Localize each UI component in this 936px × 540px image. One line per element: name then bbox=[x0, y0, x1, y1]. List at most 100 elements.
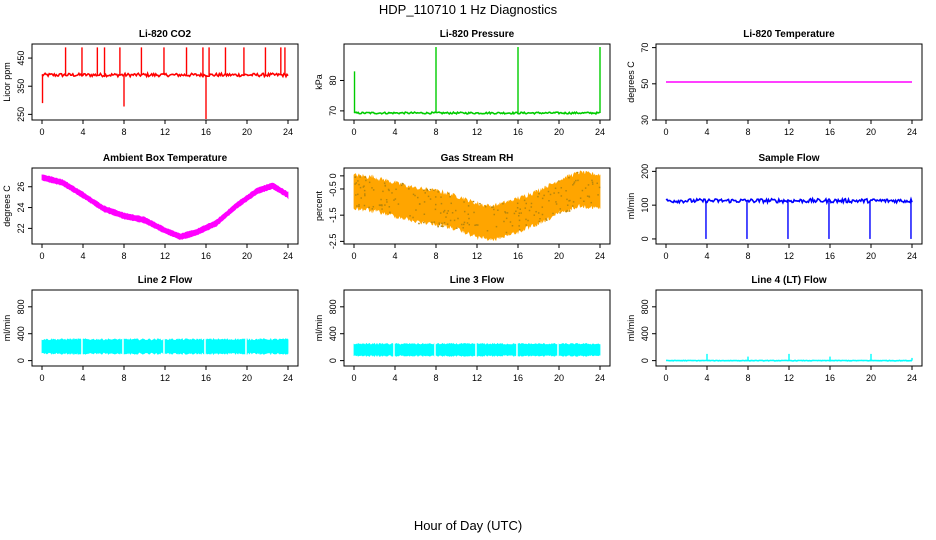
x-tick-label: 12 bbox=[472, 251, 482, 261]
speckle-mark bbox=[378, 204, 381, 206]
x-tick-label: 20 bbox=[554, 127, 564, 137]
speckle-mark bbox=[433, 189, 435, 192]
speckle-mark bbox=[598, 186, 601, 189]
speckle-mark bbox=[358, 205, 360, 208]
y-tick-label: 50 bbox=[640, 79, 650, 89]
speckle-mark bbox=[441, 222, 443, 225]
speckle-mark bbox=[423, 201, 426, 203]
speckle-mark bbox=[446, 212, 448, 215]
x-axis-caption: Hour of Day (UTC) bbox=[413, 518, 523, 533]
speckle-mark bbox=[439, 212, 442, 214]
speckle-mark bbox=[518, 225, 520, 227]
speckle-mark bbox=[525, 218, 527, 221]
y-tick-label: 100 bbox=[640, 198, 650, 213]
speckle-mark bbox=[543, 194, 545, 197]
x-tick-label: 4 bbox=[80, 373, 85, 383]
y-axis-label: ml/min bbox=[2, 315, 12, 342]
speckle-mark bbox=[423, 189, 425, 192]
speckle-mark bbox=[463, 221, 466, 224]
speckle-mark bbox=[597, 194, 599, 196]
x-tick-label: 4 bbox=[80, 127, 85, 137]
speckle-mark bbox=[555, 203, 558, 205]
speckle-mark bbox=[434, 196, 437, 198]
x-tick-label: 16 bbox=[513, 373, 523, 383]
x-tick-label: 4 bbox=[392, 127, 397, 137]
speckle-mark bbox=[451, 212, 454, 214]
speckle-mark bbox=[505, 231, 508, 234]
speckle-mark bbox=[363, 185, 365, 187]
series-group bbox=[353, 47, 601, 116]
speckle-mark bbox=[552, 212, 554, 215]
speckle-mark bbox=[518, 229, 521, 231]
speckle-mark bbox=[440, 225, 443, 227]
speckle-mark bbox=[415, 209, 417, 211]
speckle-mark bbox=[379, 204, 382, 206]
speckle-mark bbox=[440, 202, 443, 205]
series-band bbox=[353, 170, 601, 242]
y-tick-label: 0 bbox=[328, 358, 338, 363]
x-tick-label: 0 bbox=[39, 127, 44, 137]
x-tick-label: 8 bbox=[433, 373, 438, 383]
speckle-mark bbox=[418, 222, 420, 225]
x-tick-label: 12 bbox=[160, 373, 170, 383]
panel-title: Line 3 Flow bbox=[450, 275, 505, 286]
speckle-mark bbox=[548, 199, 550, 202]
speckle-mark bbox=[365, 179, 367, 182]
speckle-mark bbox=[568, 200, 570, 202]
speckle-mark bbox=[434, 208, 437, 211]
speckle-mark bbox=[587, 184, 590, 186]
x-tick-label: 16 bbox=[825, 127, 835, 137]
x-tick-label: 4 bbox=[704, 373, 709, 383]
speckle-mark bbox=[591, 181, 594, 184]
panel-title: Li-820 Temperature bbox=[743, 29, 835, 40]
speckle-mark bbox=[588, 196, 591, 198]
speckle-mark bbox=[591, 179, 593, 182]
speckle-mark bbox=[530, 202, 533, 205]
y-tick-label: 400 bbox=[640, 326, 650, 341]
speckle-mark bbox=[446, 223, 449, 225]
speckle-mark bbox=[525, 224, 527, 226]
speckle-mark bbox=[457, 217, 459, 220]
x-tick-label: 16 bbox=[825, 251, 835, 261]
speckle-mark bbox=[409, 215, 411, 217]
speckle-mark bbox=[474, 224, 476, 227]
speckle-mark bbox=[382, 190, 384, 193]
speckle-mark bbox=[354, 183, 356, 185]
speckle-mark bbox=[569, 199, 571, 202]
speckle-mark bbox=[475, 224, 478, 226]
x-tick-label: 20 bbox=[554, 251, 564, 261]
speckle-mark bbox=[426, 188, 428, 191]
speckle-mark bbox=[438, 222, 440, 224]
y-tick-label: 0 bbox=[640, 358, 650, 363]
speckle-mark bbox=[429, 188, 432, 191]
speckle-mark bbox=[423, 221, 425, 224]
speckle-mark bbox=[445, 216, 447, 218]
x-tick-label: 16 bbox=[513, 251, 523, 261]
speckle-mark bbox=[575, 179, 577, 182]
speckle-mark bbox=[537, 195, 539, 198]
speckle-mark bbox=[559, 208, 562, 210]
speckle-mark bbox=[519, 208, 521, 210]
speckle-mark bbox=[456, 227, 458, 229]
speckle-mark bbox=[541, 197, 544, 200]
speckle-mark bbox=[538, 192, 540, 195]
speckle-mark bbox=[596, 182, 598, 185]
x-tick-label: 12 bbox=[472, 127, 482, 137]
x-tick-label: 0 bbox=[39, 251, 44, 261]
x-tick-label: 20 bbox=[242, 127, 252, 137]
x-tick-label: 4 bbox=[704, 251, 709, 261]
plot-frame bbox=[31, 43, 299, 121]
y-tick-label: -2.5 bbox=[328, 234, 338, 250]
speckle-mark bbox=[424, 192, 426, 194]
speckle-mark bbox=[429, 198, 432, 200]
speckle-mark bbox=[555, 201, 557, 203]
speckle-mark bbox=[355, 182, 358, 184]
y-axis-label: ml/min bbox=[314, 315, 324, 342]
chart-panel-4: Ambient Box Temperature degrees C 0 4 8 12 16 2… bbox=[2, 153, 299, 261]
speckle-mark bbox=[440, 196, 442, 198]
x-tick-label: 0 bbox=[663, 373, 668, 383]
speckle-mark bbox=[466, 222, 469, 224]
panel-title: Li-820 CO2 bbox=[139, 29, 192, 40]
x-tick-label: 8 bbox=[745, 373, 750, 383]
